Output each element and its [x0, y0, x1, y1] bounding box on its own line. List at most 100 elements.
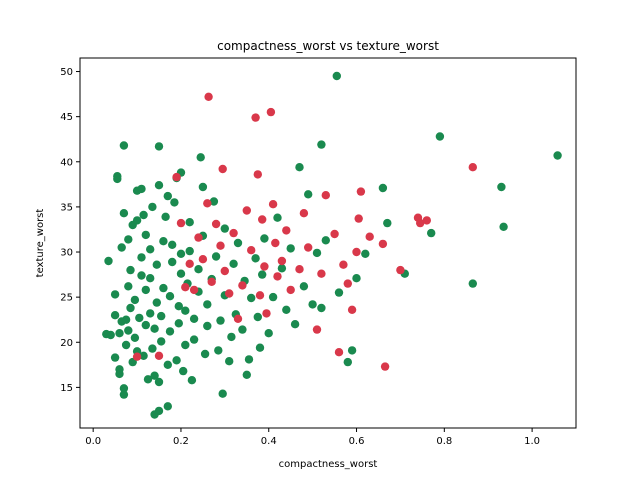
scatter-point-s0-59: [161, 212, 170, 221]
y-tick-label-2: 25: [60, 293, 73, 304]
scatter-point-s0-118: [277, 264, 287, 273]
scatter-point-s0-17: [121, 340, 131, 350]
y-tick-label-5: 40: [60, 157, 73, 168]
scatter-point-s0-121: [290, 320, 300, 329]
x-tick-label-2: 0.4: [261, 436, 277, 447]
scatter-point-s1-45: [347, 305, 357, 314]
scatter-point-s0-43: [146, 245, 155, 254]
scatter-point-s1-11: [207, 277, 216, 286]
scatter-point-s0-40: [143, 375, 153, 384]
scatter-point-s1-25: [258, 215, 267, 224]
scatter-point-s1-13: [216, 241, 225, 250]
scatter-point-s0-34: [137, 184, 146, 194]
scatter-point-s0-126: [312, 248, 322, 258]
scatter-point-s1-31: [273, 272, 282, 281]
scatter-point-s0-41: [146, 309, 155, 318]
scatter-point-s0-108: [244, 355, 254, 364]
scatter-point-s0-107: [242, 370, 251, 379]
scatter-point-s0-94: [211, 252, 221, 261]
chart-title: compactness_worst vs texture_worst: [217, 39, 439, 53]
scatter-point-s0-31: [135, 313, 144, 323]
scatter-point-s0-5: [110, 290, 120, 299]
scatter-point-s0-62: [163, 360, 172, 369]
scatter-point-s1-32: [277, 256, 287, 266]
x-tick-label-4: 0.8: [436, 436, 452, 447]
scatter-point-s0-52: [154, 181, 164, 190]
x-tick-label-0: 0.0: [85, 436, 101, 447]
x-tick-label-5: 1.0: [524, 436, 540, 447]
scatter-point-s0-115: [264, 329, 273, 338]
scatter-point-s1-22: [251, 113, 260, 122]
scatter-point-s1-47: [354, 214, 363, 223]
scatter-point-s0-125: [308, 300, 317, 309]
plot-frame: [79, 57, 577, 429]
scatter-point-s0-53: [154, 406, 164, 416]
scatter-point-s0-77: [181, 306, 190, 315]
scatter-point-s0-69: [172, 356, 181, 365]
scatter-point-s0-143: [499, 222, 508, 231]
scatter-point-s0-114: [260, 234, 269, 243]
scatter-point-s0-70: [174, 319, 183, 328]
scatter-point-s0-142: [497, 182, 506, 192]
scatter-point-s0-4: [110, 311, 120, 320]
scatter-point-s0-23: [126, 303, 135, 313]
scatter-point-s0-7: [113, 172, 122, 181]
scatter-point-s0-89: [200, 349, 210, 359]
scatter-point-s1-44: [343, 279, 352, 288]
scatter-point-s0-86: [196, 153, 205, 162]
scatter-point-s1-14: [218, 164, 227, 174]
scatter-point-s0-80: [185, 218, 194, 227]
scatter-point-s0-140: [435, 132, 445, 141]
scatter-point-s0-134: [352, 274, 361, 283]
scatter-point-s1-7: [194, 233, 203, 242]
points-layer: [102, 71, 562, 419]
scatter-point-s0-109: [247, 293, 256, 303]
scatter-point-s0-64: [165, 292, 175, 301]
scatter-point-s0-88: [198, 182, 208, 192]
scatter-point-s0-112: [255, 343, 265, 352]
scatter-point-s0-39: [141, 230, 150, 240]
scatter-point-s1-43: [339, 260, 348, 269]
scatter-point-s1-35: [295, 265, 304, 274]
scatter-point-s0-71: [174, 302, 183, 311]
scatter-point-s0-2: [106, 330, 115, 340]
scatter-point-s0-99: [220, 224, 229, 233]
x-tick-label-1: 0.2: [173, 436, 189, 447]
scatter-point-s0-3: [110, 353, 120, 362]
scatter-point-s0-47: [150, 371, 159, 380]
scatter-point-s0-33: [137, 253, 146, 262]
scatter-point-s0-104: [233, 238, 243, 248]
scatter-point-s0-9: [115, 365, 124, 374]
scatter-point-s0-141: [468, 279, 477, 288]
scatter-point-s1-38: [312, 325, 322, 334]
scatter-point-s0-65: [168, 257, 177, 267]
scatter-point-s1-50: [378, 239, 388, 249]
scatter-point-s0-1: [104, 256, 113, 266]
scatter-point-s0-132: [343, 357, 352, 367]
scatter-point-s0-131: [334, 288, 344, 297]
scatter-point-s1-51: [380, 362, 390, 371]
scatter-point-s1-29: [268, 200, 278, 209]
scatter-point-s1-24: [255, 291, 265, 300]
y-tick-label-6: 45: [60, 112, 73, 123]
scatter-point-s0-73: [176, 249, 186, 258]
scatter-point-s0-81: [187, 376, 197, 385]
scatter-point-s0-91: [203, 300, 212, 309]
scatter-point-s0-57: [159, 283, 168, 293]
scatter-point-s1-42: [334, 348, 344, 357]
scatter-point-s1-1: [154, 351, 164, 360]
scatter-point-s0-55: [157, 337, 166, 346]
scatter-point-s0-127: [317, 140, 326, 149]
y-axis-label: texture_worst: [35, 209, 46, 278]
scatter-point-s0-102: [229, 259, 238, 268]
scatter-point-s0-54: [154, 377, 164, 387]
scatter-point-s1-49: [365, 232, 374, 241]
scatter-point-s0-75: [179, 366, 188, 376]
scatter-point-s0-129: [321, 236, 330, 245]
scatter-point-s1-26: [260, 262, 269, 271]
scatter-point-s0-15: [119, 390, 129, 399]
scatter-point-s1-15: [220, 266, 229, 276]
scatter-point-s0-16: [119, 384, 129, 393]
scatter-point-s0-82: [189, 335, 199, 344]
scatter-point-s1-18: [233, 314, 243, 323]
